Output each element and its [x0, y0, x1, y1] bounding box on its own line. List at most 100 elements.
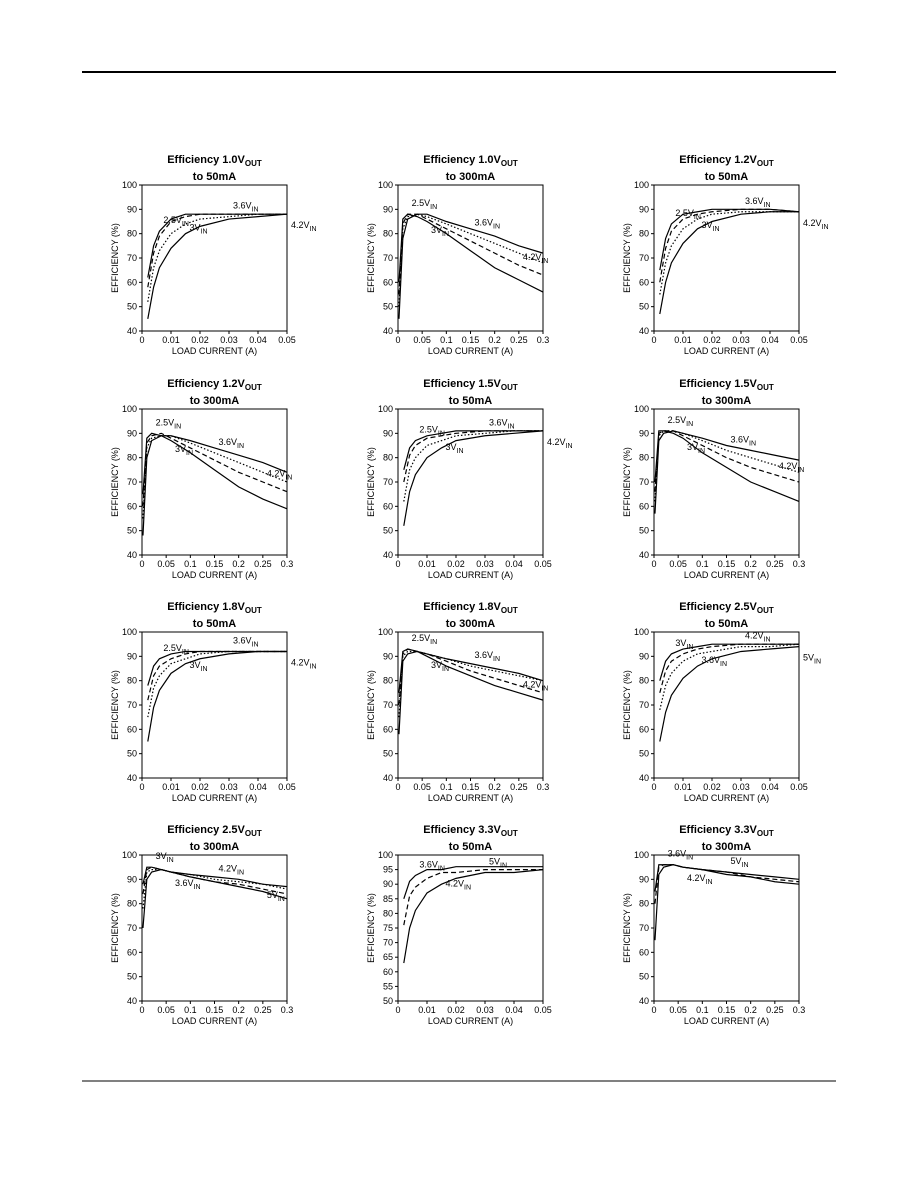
title-text: Efficiency 1.2V — [679, 154, 757, 166]
x-tick-label: 0.02 — [703, 335, 721, 345]
series-name: 2.5V — [675, 208, 694, 218]
y-tick-label: 80 — [383, 908, 393, 918]
y-tick-label: 100 — [122, 180, 137, 190]
efficiency-line — [403, 430, 544, 526]
y-tick-label: 80 — [127, 453, 137, 463]
x-tick-label: 0.05 — [278, 782, 296, 792]
x-tick-label: 0 — [651, 1005, 656, 1015]
y-tick-label: 70 — [383, 938, 393, 948]
series-subscript: IN — [438, 865, 445, 872]
series-subscript: IN — [493, 224, 500, 231]
y-tick-label: 60 — [383, 724, 393, 734]
x-tick-label: 0.15 — [462, 782, 480, 792]
title-text: Efficiency 1.0V — [167, 154, 245, 166]
title-subscript: OUT — [245, 606, 262, 615]
chart-subtitle: to 300mA — [702, 841, 752, 853]
x-tick-label: 0 — [651, 335, 656, 345]
plot-frame — [397, 631, 544, 779]
efficiency-line — [403, 430, 543, 470]
title-text: Efficiency 1.8V — [167, 601, 245, 613]
y-tick-label: 60 — [639, 724, 649, 734]
series-name: 3.6V — [219, 437, 238, 447]
series-label: 3.6VIN — [419, 859, 445, 872]
y-tick-label: 40 — [127, 773, 137, 783]
series-subscript: IN — [706, 879, 713, 886]
series-subscript: IN — [720, 661, 727, 668]
title-text: Efficiency 2.5V — [167, 824, 245, 836]
y-axis-label: EFFICIENCY (%) — [622, 223, 632, 293]
series-name: 3.6V — [668, 849, 687, 859]
efficiency-line — [142, 432, 288, 507]
title-text: Efficiency 1.2V — [167, 378, 245, 390]
series-subscript: IN — [182, 649, 189, 656]
y-tick-label: 70 — [639, 477, 649, 487]
x-tick-label: 0.04 — [249, 782, 267, 792]
title-subscript: OUT — [501, 606, 518, 615]
efficiency-line — [659, 643, 799, 681]
y-tick-label: 80 — [639, 229, 649, 239]
series-label: 3VIN — [675, 638, 693, 651]
series-name: 3V — [190, 223, 201, 233]
x-tick-label: 0.04 — [505, 1005, 523, 1015]
x-tick-label: 0.02 — [703, 782, 721, 792]
y-tick-label: 40 — [639, 773, 649, 783]
series-name: 5V — [489, 857, 500, 867]
series-subscript: IN — [713, 226, 720, 233]
series-label: 3.6VIN — [731, 434, 757, 447]
series-subscript: IN — [822, 224, 829, 231]
title-subscript: OUT — [245, 159, 262, 168]
series-subscript: IN — [686, 421, 693, 428]
y-axis-label: EFFICIENCY (%) — [366, 223, 376, 293]
series-subscript: IN — [694, 214, 701, 221]
y-tick-label: 90 — [639, 651, 649, 661]
x-axis-label: LOAD CURRENT (A) — [172, 793, 257, 803]
series-subscript: IN — [442, 666, 449, 673]
y-tick-label: 70 — [383, 477, 393, 487]
x-tick-label: 0.3 — [793, 1005, 806, 1015]
efficiency-line — [142, 866, 288, 895]
series-subscript: IN — [167, 857, 174, 864]
y-tick-label: 50 — [639, 972, 649, 982]
series-name: 2.5V — [163, 643, 182, 653]
series-subscript: IN — [698, 448, 705, 455]
x-axis-label: LOAD CURRENT (A) — [428, 1016, 513, 1026]
x-tick-label: 0 — [395, 559, 400, 569]
series-subscript: IN — [310, 226, 317, 233]
y-axis-label: EFFICIENCY (%) — [622, 893, 632, 963]
efficiency-line — [147, 650, 287, 718]
series-label: 5VIN — [731, 856, 749, 869]
x-tick-label: 0.01 — [674, 782, 692, 792]
x-tick-label: 0.1 — [440, 335, 453, 345]
title-subscript: OUT — [757, 829, 774, 838]
efficiency-line — [398, 650, 544, 735]
series-name: 3V — [431, 660, 442, 670]
x-tick-label: 0.2 — [744, 559, 757, 569]
chart-title: Efficiency 1.8VOUT — [423, 601, 518, 615]
efficiency-line — [398, 213, 544, 307]
efficiency-line — [398, 213, 544, 293]
series-name: 4.2V — [291, 657, 310, 667]
series-name: 3V — [431, 225, 442, 235]
series-subscript: IN — [430, 204, 437, 211]
x-tick-label: 0.01 — [418, 559, 436, 569]
efficiency-line — [403, 430, 543, 483]
efficiency-line — [398, 213, 544, 319]
x-tick-label: 0.1 — [184, 559, 197, 569]
series-label: 3VIN — [190, 660, 208, 673]
series-label: 4.2VIN — [745, 631, 771, 644]
y-tick-label: 80 — [639, 676, 649, 686]
series-label: 4.2VIN — [219, 863, 245, 876]
x-tick-label: 0.04 — [249, 335, 267, 345]
title-subscript: OUT — [501, 829, 518, 838]
series-name: 4.2V — [803, 218, 822, 228]
efficiency-line — [147, 213, 288, 319]
series-name: 4.2V — [745, 631, 764, 641]
efficiency-line — [654, 864, 800, 941]
efficiency-line — [398, 650, 544, 718]
x-tick-label: 0.1 — [184, 1005, 197, 1015]
x-tick-label: 0.3 — [281, 559, 294, 569]
x-tick-label: 0 — [139, 1005, 144, 1015]
y-tick-label: 80 — [127, 899, 137, 909]
series-label: 2.5VIN — [156, 417, 182, 430]
efficiency-line — [654, 430, 800, 514]
